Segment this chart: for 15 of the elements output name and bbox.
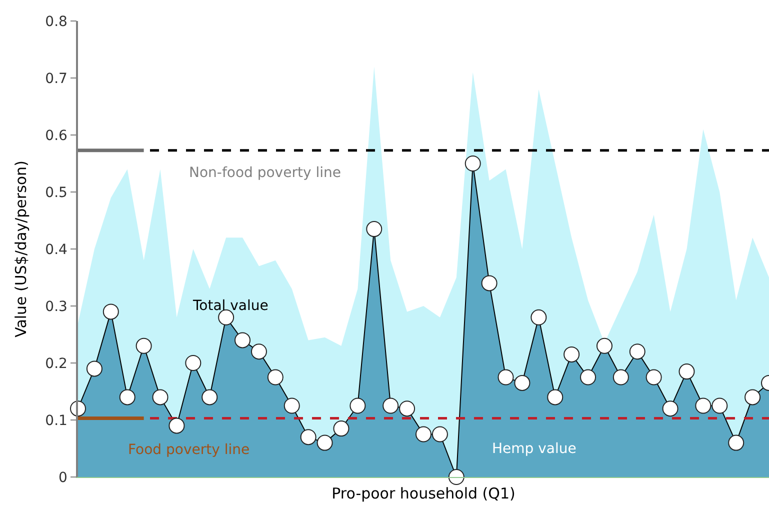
x-axis-title: Pro-poor household (Q1) (332, 484, 516, 502)
series-label: Total value (192, 298, 268, 314)
y-tick-label: 0.8 (45, 14, 68, 30)
y-tick-label: 0.6 (45, 128, 68, 144)
y-tick-label: 0 (58, 470, 68, 486)
ref-line-label: Non-food poverty line (189, 165, 341, 181)
ref-line-label: Food poverty line (128, 442, 250, 458)
y-tick-label: 0.1 (45, 412, 68, 429)
y-tick-label: 0.2 (45, 356, 68, 372)
y-tick-label: 0.3 (45, 298, 68, 315)
y-axis-title: Value (US$/day/person) (12, 160, 30, 338)
y-tick-label: 0.7 (45, 70, 68, 87)
series-label: Hemp value (492, 441, 576, 457)
y-tick-label: 0.4 (45, 242, 68, 258)
y-tick-label: 0.5 (45, 184, 68, 201)
